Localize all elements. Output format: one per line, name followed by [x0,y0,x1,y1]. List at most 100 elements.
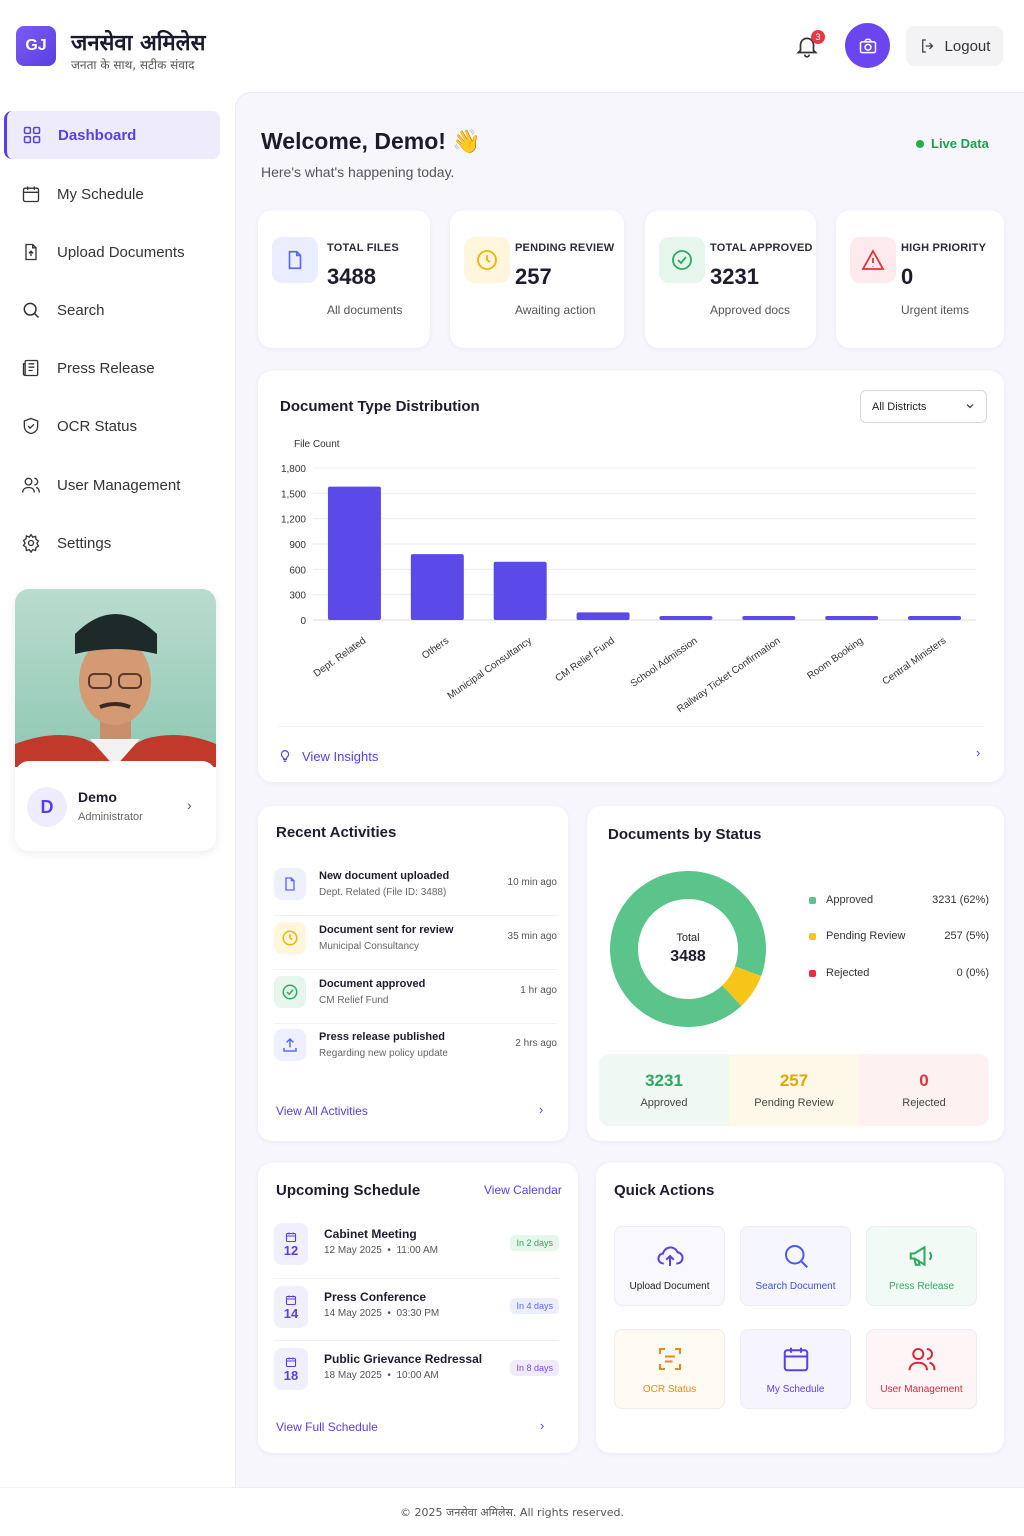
schedule-item[interactable]: 12 Cabinet Meeting 12 May 2025 • 11:00 A… [274,1215,559,1277]
quick-action-user-management[interactable]: User Management [866,1329,977,1409]
district-select[interactable]: All Districts [860,390,987,423]
footer: © 2025 जनसेवा अमिलेस. All rights reserve… [0,1487,1024,1536]
sidebar-item-dashboard[interactable]: Dashboard [4,111,220,159]
view-full-schedule-link[interactable]: View Full Schedule [276,1420,378,1434]
date-badge: 18 [274,1348,308,1390]
bar[interactable] [908,616,962,620]
bar[interactable] [576,612,630,620]
activity-sub: CM Relief Fund [319,995,389,1006]
view-insights-link[interactable]: View Insights [278,748,378,764]
schedule-item[interactable]: 14 Press Conference 14 May 2025 • 03:30 … [274,1278,559,1340]
footer-text: © 2025 जनसेवा अमिलेस. All rights reserve… [400,1505,624,1519]
sidebar-item-label: Press Release [57,359,155,377]
sidebar-item-press-release[interactable]: Press Release [4,344,220,392]
chevron-right-icon[interactable]: › [539,1102,544,1117]
sidebar-item-ocr-status[interactable]: OCR Status [4,402,220,450]
donut-slice[interactable] [610,871,766,1027]
donut-slice[interactable] [722,966,762,1006]
activity-sub: Municipal Consultancy [319,941,420,952]
donut-center-value: 3488 [670,948,706,965]
sidebar-item-user-management[interactable]: User Management [4,461,220,509]
file-upload-icon [25,243,37,261]
date-day: 14 [283,1305,299,1321]
bell-icon[interactable] [794,33,820,59]
sidebar-item-upload-documents[interactable]: Upload Documents [4,228,220,276]
y-tick-label: 0 [300,616,306,627]
select-value: All Districts [872,400,927,413]
quick-action-upload-document[interactable]: Upload Document [614,1226,725,1306]
stat-card-total-files[interactable]: TOTAL FILES 3488 All documents [258,210,430,348]
activity-item[interactable]: Press release published Regarding new po… [274,1023,557,1077]
top-header: GJ जनसेवा अमिलेस जनता के साथ, सटीक संवाद… [0,0,1024,92]
y-tick-label: 1,800 [281,464,306,475]
brand-logo[interactable]: GJ [16,26,56,66]
divider [274,1340,559,1341]
x-tick-label: CM Relief Fund [554,635,617,684]
bar[interactable] [410,554,464,620]
calendar-icon [783,1347,808,1371]
activity-time: 35 min ago [507,931,557,942]
logout-button[interactable]: Logout [906,26,1003,66]
quick-action-ocr-status[interactable]: OCR Status [614,1329,725,1409]
chevron-right-icon[interactable]: › [187,797,192,813]
schedule-datetime: 12 May 2025 • 11:00 AM [324,1245,438,1256]
stat-label: TOTAL FILES [327,242,399,254]
schedule-date: 12 May 2025 [324,1245,382,1256]
camera-icon [859,38,876,53]
activity-item[interactable]: New document uploaded Dept. Related (Fil… [274,862,557,916]
quick-action-press-release[interactable]: Press Release [866,1226,977,1306]
notification-badge: 3 [811,30,825,44]
schedule-item[interactable]: 18 Public Grievance Redressal 18 May 202… [274,1340,559,1402]
stat-card-pending-review[interactable]: PENDING REVIEW 257 Awaiting action [450,210,624,348]
view-calendar-link[interactable]: View Calendar [484,1183,562,1197]
sidebar-item-my-schedule[interactable]: My Schedule [4,170,220,218]
profile-card[interactable]: D Demo Administrator › [15,589,216,851]
donut-center-label: Total [676,932,700,944]
bar[interactable] [825,616,879,620]
gear-icon [22,533,40,553]
y-tick-label: 900 [289,540,306,551]
camera-button[interactable] [845,23,890,68]
activity-item[interactable]: Document approved CM Relief Fund 1 hr ag… [274,970,557,1024]
bar[interactable] [327,486,381,620]
upload-icon [274,1029,306,1061]
legend-dot-icon [809,896,816,904]
clock-icon [464,237,510,283]
stat-value: 3488 [327,264,376,289]
sidebar-item-search[interactable]: Search [4,286,220,334]
stat-value: 3231 [710,264,759,289]
schedule-title: Press Conference [324,1290,427,1304]
date-badge: 12 [274,1223,308,1265]
chevron-right-icon[interactable]: › [540,1418,545,1433]
divider [274,1023,557,1024]
sidebar-item-settings[interactable]: Settings [4,519,220,567]
activity-item[interactable]: Document sent for review Municipal Consu… [274,916,557,970]
legend-value: 3231 (62%) [932,894,989,906]
legend-label: Rejected [826,967,870,979]
bar[interactable] [742,616,796,620]
chevron-down-icon [966,404,974,409]
distribution-card: Document Type Distribution All Districts… [258,371,1004,782]
bar[interactable] [493,561,547,620]
live-data-indicator: Live Data [916,136,989,151]
activity-sub: Regarding new policy update [319,1048,448,1059]
bar[interactable] [659,616,713,620]
activity-title: New document uploaded [319,870,450,882]
stat-sub: Urgent items [901,303,970,317]
quick-action-label: Upload Document [629,1280,710,1292]
divider [274,1278,559,1279]
shield-check-icon [23,417,39,435]
stat-card-total-approved[interactable]: TOTAL APPROVED 3231 Approved docs [645,210,816,348]
view-all-activities-link[interactable]: View All Activities [276,1104,368,1118]
x-tick-label: Dept. Related [312,635,368,679]
chevron-right-icon[interactable]: › [976,745,981,760]
profile-info: D Demo Administrator › [15,761,216,851]
quick-action-search-document[interactable]: Search Document [740,1226,851,1306]
quick-action-my-schedule[interactable]: My Schedule [740,1329,851,1409]
summary-label: Rejected [902,1097,946,1109]
stat-card-high-priority[interactable]: HIGH PRIORITY 0 Urgent items [836,210,1004,348]
summary-label: Pending Review [754,1097,834,1109]
search-icon [784,1244,808,1268]
x-tick-label: Others [420,635,451,661]
search-icon [23,302,40,319]
